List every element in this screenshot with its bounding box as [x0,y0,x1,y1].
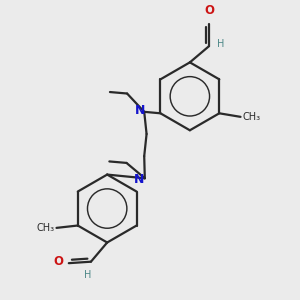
Text: N: N [134,173,145,186]
Text: CH₃: CH₃ [243,112,261,122]
Text: O: O [53,255,64,268]
Text: H: H [84,270,92,280]
Text: N: N [135,104,146,117]
Text: O: O [204,4,214,17]
Text: H: H [217,39,225,49]
Text: CH₃: CH₃ [36,223,54,233]
